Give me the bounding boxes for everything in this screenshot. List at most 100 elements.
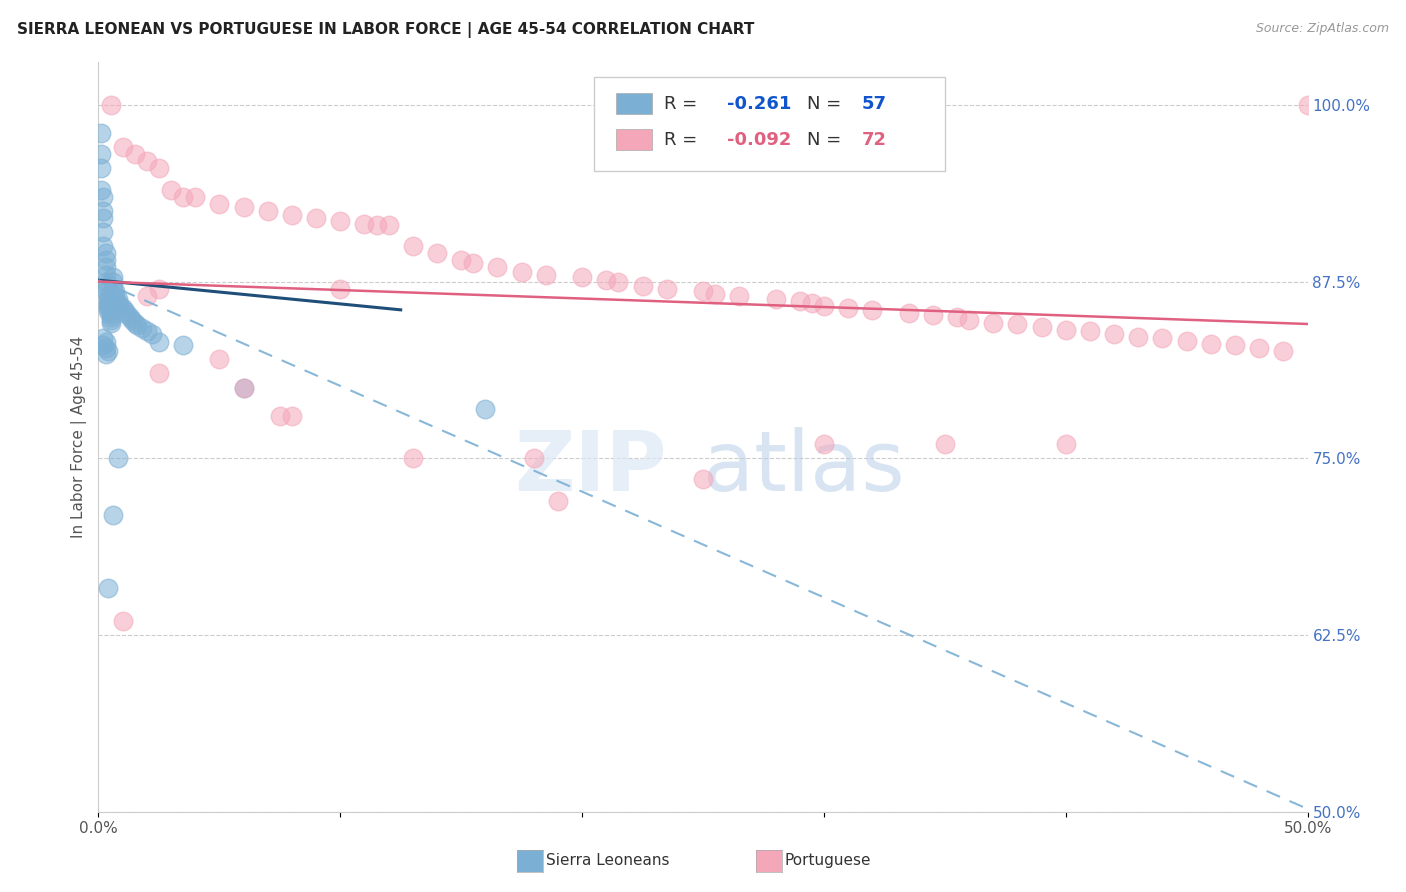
Point: [208, 196, 231, 211]
Point: [104, 285, 127, 299]
Text: -0.261: -0.261: [727, 95, 792, 112]
Point: [353, 217, 375, 231]
Point: [450, 253, 472, 268]
Point: [90, 126, 112, 140]
Point: [148, 161, 170, 176]
Point: [281, 409, 304, 423]
Point: [981, 316, 1004, 330]
Point: [100, 98, 122, 112]
Point: [765, 292, 787, 306]
Point: [631, 278, 654, 293]
Point: [232, 381, 254, 395]
Point: [402, 451, 425, 466]
Point: [1054, 437, 1077, 451]
Point: [97, 295, 120, 310]
Text: N =: N =: [807, 95, 846, 112]
Point: [91, 190, 114, 204]
Point: [94, 253, 117, 268]
Y-axis label: In Labor Force | Age 45-54: In Labor Force | Age 45-54: [72, 336, 87, 538]
Point: [94, 275, 117, 289]
Point: [232, 381, 254, 395]
Point: [728, 289, 751, 303]
Point: [108, 299, 131, 313]
Point: [127, 318, 149, 333]
Point: [1272, 343, 1295, 358]
Point: [1152, 331, 1174, 345]
Point: [486, 260, 509, 275]
Text: 57: 57: [862, 95, 886, 112]
Point: [547, 493, 569, 508]
Point: [131, 321, 153, 335]
Point: [90, 161, 112, 176]
Point: [921, 309, 943, 323]
Point: [111, 301, 134, 316]
Point: [121, 312, 143, 326]
Point: [97, 304, 120, 318]
Point: [172, 338, 194, 352]
Point: [523, 451, 546, 466]
Point: [141, 326, 163, 341]
Point: [655, 282, 678, 296]
Point: [90, 147, 112, 161]
Point: [692, 285, 714, 299]
Point: [160, 183, 183, 197]
Point: [97, 299, 120, 313]
Point: [94, 346, 117, 360]
Point: [329, 214, 352, 228]
Point: [474, 401, 496, 416]
Point: [101, 270, 124, 285]
Point: [118, 310, 141, 324]
Point: [148, 282, 170, 296]
Point: [101, 275, 124, 289]
Point: [97, 293, 120, 307]
Point: [97, 343, 120, 358]
FancyBboxPatch shape: [616, 93, 652, 114]
Text: 72: 72: [862, 130, 886, 149]
Point: [91, 225, 114, 239]
Point: [1054, 323, 1077, 337]
Point: [800, 295, 823, 310]
Point: [135, 289, 157, 303]
Point: [463, 256, 485, 270]
Point: [135, 324, 157, 338]
FancyBboxPatch shape: [595, 78, 945, 171]
Point: [94, 268, 117, 282]
Point: [1078, 324, 1101, 338]
Point: [1128, 329, 1150, 343]
Point: [789, 294, 811, 309]
Point: [107, 451, 129, 466]
Point: [91, 211, 114, 225]
Point: [124, 316, 146, 330]
Point: [107, 295, 129, 310]
Point: [692, 473, 714, 487]
Point: [94, 246, 117, 260]
Point: [94, 278, 117, 293]
Point: [426, 246, 449, 260]
Point: [104, 289, 127, 303]
Point: [1223, 338, 1246, 352]
Text: -0.092: -0.092: [727, 130, 792, 149]
Point: [1249, 341, 1271, 355]
Point: [534, 268, 557, 282]
Point: [91, 203, 114, 218]
Text: ZIP: ZIP: [515, 426, 666, 508]
Point: [402, 239, 425, 253]
Point: [184, 190, 207, 204]
Point: [281, 208, 304, 222]
Point: [90, 183, 112, 197]
Point: [232, 200, 254, 214]
Point: [813, 437, 835, 451]
Point: [510, 265, 533, 279]
Point: [1199, 336, 1222, 351]
Text: R =: R =: [664, 95, 703, 112]
Point: [111, 614, 134, 628]
Point: [91, 338, 114, 352]
Point: [91, 239, 114, 253]
Point: [97, 301, 120, 316]
Point: [813, 299, 835, 313]
Point: [172, 190, 194, 204]
Point: [114, 304, 136, 318]
Text: R =: R =: [664, 130, 703, 149]
Point: [100, 310, 122, 324]
Point: [607, 275, 630, 289]
